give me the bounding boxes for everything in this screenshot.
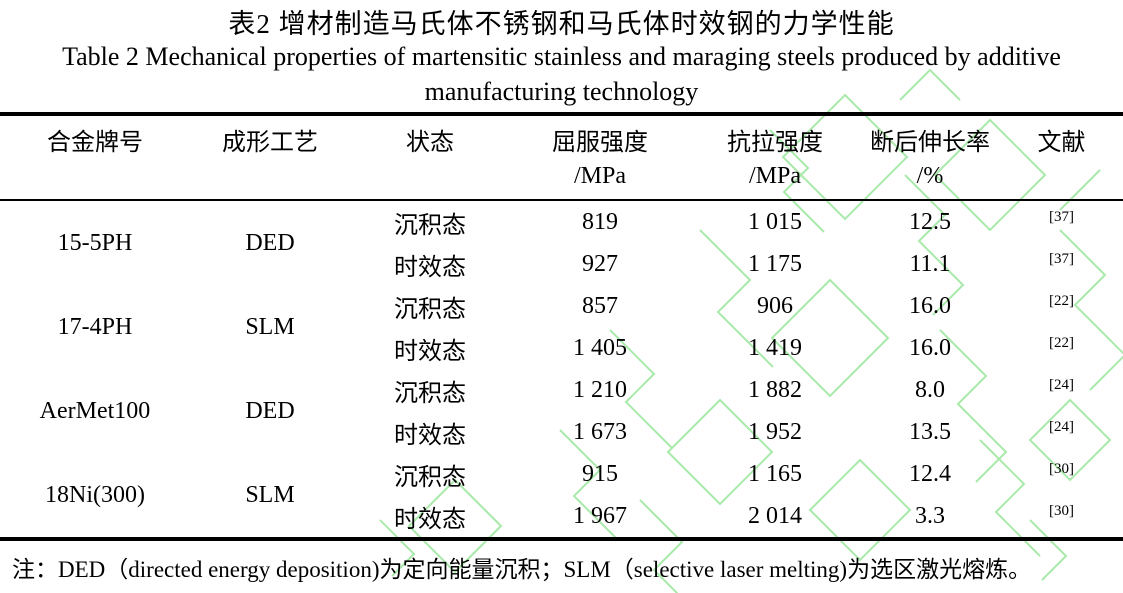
table-row: 18Ni(300) SLM 沉积态 915 1 165 12.4 [30] — [0, 453, 1123, 508]
alloy-name: AerMet100 — [39, 397, 151, 424]
table-title-zh: 表2 增材制造马氏体不锈钢和马氏体时效钢的力学性能 — [228, 9, 895, 39]
elongation-cell: 11.1 — [909, 250, 951, 277]
table-row: 17-4PH SLM 沉积态 857 906 16.0 [22] — [0, 285, 1123, 340]
yield-strength-cell: 1 210 — [573, 376, 627, 403]
state-cell: 时效态 — [394, 338, 466, 365]
yield-strength-cell: 927 — [582, 250, 618, 277]
reference-cell: [30] — [1049, 460, 1074, 477]
state-cell: 沉积态 — [394, 296, 466, 323]
col-header-state: 状态 — [406, 130, 454, 156]
state-cell: 沉积态 — [394, 380, 466, 407]
reference-cell: [37] — [1049, 208, 1074, 225]
tensile-strength-cell: 1 175 — [748, 250, 802, 277]
process-name: SLM — [245, 313, 295, 340]
table-row: 15-5PH DED 沉积态 819 1 015 12.5 [37] — [0, 200, 1123, 256]
table-footnote: 注：DED（directed energy deposition)为定向能量沉积… — [12, 557, 1032, 582]
yield-strength-cell: 1 405 — [573, 334, 627, 361]
table-title-en-line2: manufacturing technology — [424, 77, 699, 106]
tensile-strength-cell: 906 — [757, 292, 793, 319]
tensile-strength-cell: 1 952 — [748, 418, 802, 445]
state-cell: 时效态 — [394, 506, 466, 533]
elongation-cell: 8.0 — [915, 376, 945, 403]
state-cell: 时效态 — [394, 254, 466, 281]
elongation-cell: 13.5 — [909, 418, 951, 445]
col-header-elongation: 断后伸长率 /% — [870, 130, 990, 189]
col-header-process: 成形工艺 — [222, 130, 318, 156]
yield-strength-cell: 857 — [582, 292, 618, 319]
alloy-name: 15-5PH — [57, 229, 133, 256]
alloy-name: 17-4PH — [57, 313, 133, 340]
state-cell: 时效态 — [394, 422, 466, 449]
state-cell: 沉积态 — [394, 212, 466, 239]
mechanical-properties-table: 合金牌号 成形工艺 状态 屈服强度 /MPa 抗拉强度 /MPa — [0, 112, 1123, 541]
process-name: SLM — [245, 481, 295, 508]
alloy-name: 18Ni(300) — [45, 481, 145, 508]
reference-cell: [24] — [1049, 376, 1074, 393]
elongation-cell: 3.3 — [915, 502, 945, 529]
elongation-cell: 16.0 — [909, 334, 951, 361]
yield-strength-cell: 819 — [582, 208, 618, 235]
tensile-strength-cell: 1 015 — [748, 208, 802, 235]
tensile-strength-cell: 1 165 — [748, 460, 802, 487]
col-header-tensile-strength: 抗拉强度 /MPa — [727, 130, 823, 189]
reference-cell: [22] — [1049, 292, 1074, 309]
elongation-cell: 12.4 — [909, 460, 951, 487]
process-name: DED — [245, 229, 295, 256]
reference-cell: [30] — [1049, 502, 1074, 519]
elongation-cell: 12.5 — [909, 208, 951, 235]
state-cell: 沉积态 — [394, 464, 466, 491]
tensile-strength-cell: 1 419 — [748, 334, 802, 361]
elongation-cell: 16.0 — [909, 292, 951, 319]
process-name: DED — [245, 397, 295, 424]
yield-strength-cell: 1 967 — [573, 502, 627, 529]
table-row: AerMet100 DED 沉积态 1 210 1 882 8.0 [24] — [0, 369, 1123, 424]
col-header-reference: 文献 — [1037, 130, 1086, 156]
tensile-strength-cell: 1 882 — [748, 376, 802, 403]
reference-cell: [24] — [1049, 418, 1074, 435]
table-header-row: 合金牌号 成形工艺 状态 屈服强度 /MPa 抗拉强度 /MPa — [0, 114, 1123, 200]
tensile-strength-cell: 2 014 — [748, 502, 802, 529]
yield-strength-cell: 1 673 — [573, 418, 627, 445]
yield-strength-cell: 915 — [582, 460, 618, 487]
reference-cell: [22] — [1049, 334, 1074, 351]
col-header-yield-strength: 屈服强度 /MPa — [552, 130, 648, 189]
reference-cell: [37] — [1049, 250, 1074, 267]
table-title-en-line1: Table 2 Mechanical properties of martens… — [62, 42, 1061, 71]
col-header-alloy: 合金牌号 — [47, 130, 143, 156]
